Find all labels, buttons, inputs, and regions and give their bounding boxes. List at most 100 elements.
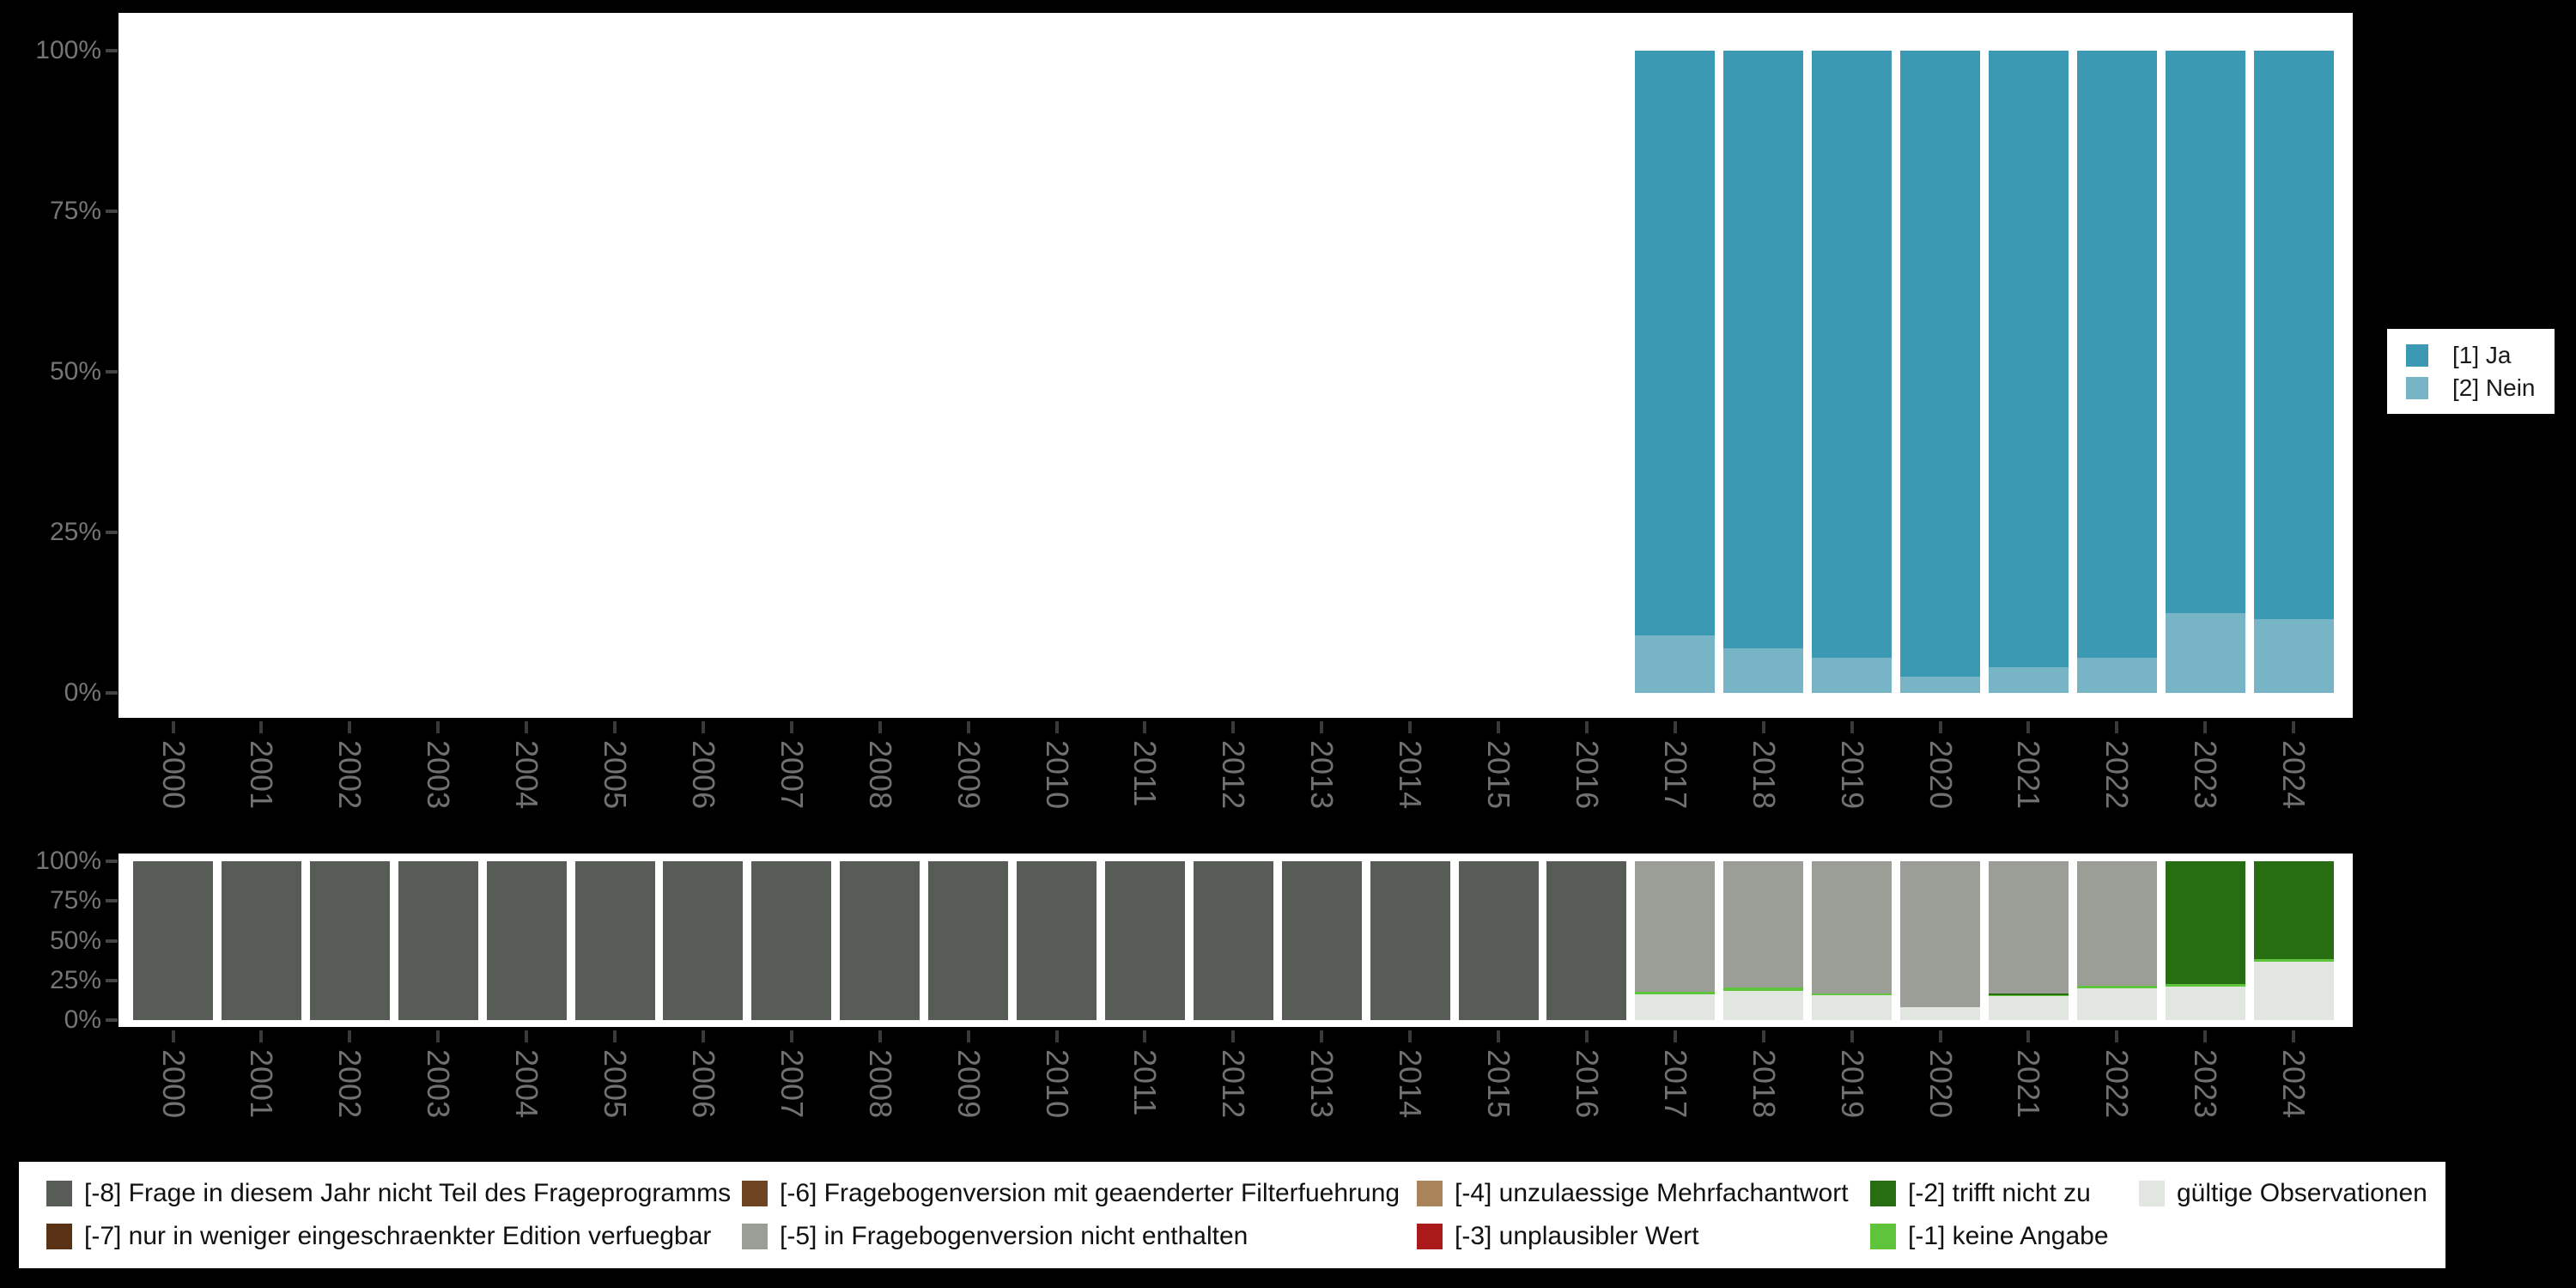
- missings-bar-segment: [1723, 861, 1804, 988]
- missings-x-axis-year-label: 2023: [2188, 1049, 2224, 1119]
- status-x-axis-tick: [1143, 721, 1147, 733]
- missings-bar-segment: [2253, 958, 2334, 962]
- status-x-axis-year-label: 2024: [2276, 740, 2312, 810]
- status-x-axis-year-label: 2020: [1923, 740, 1959, 810]
- missings-x-axis-year-label: 2010: [1039, 1049, 1075, 1119]
- missings-bar-segment: [1193, 861, 1273, 1020]
- missings-x-axis-year-label: 2020: [1923, 1049, 1959, 1119]
- missings-x-axis-year-label: 2006: [685, 1049, 721, 1119]
- status-bar-segment: [2076, 51, 2157, 658]
- status-bar-segment: [1723, 647, 1804, 693]
- status-chart-plot-area: [118, 13, 2353, 718]
- missings-x-axis-tick: [1673, 1030, 1677, 1042]
- missings-x-axis-year-label: 2008: [862, 1049, 898, 1119]
- missings-y-axis-tick-label: 75%: [49, 886, 101, 915]
- status-bar-segment: [2165, 612, 2245, 693]
- missings-bar-segment: [221, 861, 301, 1020]
- missings-x-axis-year-label: 2000: [155, 1049, 191, 1119]
- missings-x-axis-tick: [878, 1030, 882, 1042]
- status-x-axis-tick: [1673, 721, 1677, 733]
- missings-bar-segment: [1988, 994, 2069, 997]
- missings-x-axis-year-label: 2012: [1216, 1049, 1252, 1119]
- missings-bar-segment: [309, 861, 390, 1020]
- status-x-axis-year-label: 2017: [1657, 740, 1693, 810]
- missings-bar-segment: [928, 861, 1009, 1020]
- missings-bar-segment: [1458, 861, 1539, 1020]
- legend-swatch: [742, 1181, 768, 1206]
- missings-x-axis-year-label: 2009: [951, 1049, 987, 1119]
- missings-bar-segment: [1900, 1007, 1980, 1020]
- legend-label: [-1] keine Angabe: [1908, 1222, 2109, 1250]
- status-y-axis-tick-label: 50%: [49, 357, 101, 386]
- missings-bar-segment: [2165, 861, 2245, 985]
- missings-y-axis-tick-label: 25%: [49, 965, 101, 994]
- missings-x-axis-year-label: 2007: [774, 1049, 810, 1119]
- status-bar-segment: [1723, 51, 1804, 648]
- status-x-axis-tick: [2203, 721, 2208, 733]
- missings-x-axis-tick: [2292, 1030, 2296, 1042]
- status-bar-segment: [1812, 51, 1893, 658]
- missings-x-axis-year-label: 2015: [1481, 1049, 1516, 1119]
- missings-x-axis-tick: [1761, 1030, 1765, 1042]
- status-x-axis-tick: [259, 721, 264, 733]
- status-x-axis-year-label: 2001: [244, 740, 280, 810]
- missings-x-axis-tick: [2115, 1030, 2119, 1042]
- missings-bar-segment: [2165, 987, 2245, 1020]
- missings-x-axis-year-label: 2002: [332, 1049, 368, 1119]
- legend-swatch: [742, 1224, 768, 1249]
- missings-x-axis-tick: [2203, 1030, 2208, 1042]
- missings-bar-segment: [2076, 861, 2157, 987]
- status-x-axis-year-label: 2018: [1746, 740, 1782, 810]
- status-x-axis-year-label: 2022: [2099, 740, 2136, 810]
- missings-x-axis-tick: [789, 1030, 793, 1042]
- status-x-axis-year-label: 2009: [951, 740, 987, 810]
- missings-x-axis-year-label: 2022: [2099, 1049, 2136, 1119]
- status-y-axis-tick: [106, 49, 118, 52]
- missings-x-axis-year-label: 2024: [2276, 1049, 2312, 1119]
- status-x-axis-year-label: 2010: [1039, 740, 1075, 810]
- missings-bar-segment: [1812, 995, 1893, 1020]
- status-x-axis-year-label: 2015: [1481, 740, 1516, 810]
- status-x-axis-tick: [1584, 721, 1589, 733]
- missings-x-axis-tick: [1320, 1030, 1324, 1042]
- status-bar-segment: [2253, 51, 2334, 619]
- status-bar-segment: [1635, 51, 1716, 635]
- missings-bar-segment: [2076, 986, 2157, 988]
- missings-bar-segment: [1635, 861, 1716, 992]
- status-x-axis-year-label: 2016: [1569, 740, 1605, 810]
- status-x-axis-tick: [2026, 721, 2031, 733]
- missings-bar-segment: [486, 861, 567, 1020]
- status-bar-segment: [1900, 51, 1980, 677]
- legend-swatch: [2406, 376, 2428, 399]
- missings-x-axis-tick: [525, 1030, 529, 1042]
- status-x-axis-tick: [701, 721, 705, 733]
- missings-x-axis-tick: [171, 1030, 175, 1042]
- missings-x-axis-tick: [1143, 1030, 1147, 1042]
- missings-bar-segment: [2076, 988, 2157, 1020]
- status-x-axis-year-label: 2002: [332, 740, 368, 810]
- status-y-axis-tick-label: 25%: [49, 518, 101, 546]
- status-x-axis-year-label: 2007: [774, 740, 810, 810]
- missings-x-axis-tick: [436, 1030, 440, 1042]
- missings-bar-segment: [1370, 861, 1450, 1020]
- status-x-axis-year-label: 2012: [1216, 740, 1252, 810]
- legend-label: [-7] nur in weniger eingeschraenkter Edi…: [84, 1222, 712, 1250]
- missings-x-axis-tick: [1231, 1030, 1236, 1042]
- missings-bar-segment: [1635, 994, 1716, 1020]
- missings-bar-segment: [574, 861, 655, 1020]
- missings-x-axis-year-label: 2004: [509, 1049, 545, 1119]
- status-x-axis-tick: [525, 721, 529, 733]
- status-x-axis-year-label: 2011: [1127, 740, 1163, 807]
- missings-bar-segment: [1546, 861, 1627, 1020]
- missings-bar-segment: [2253, 861, 2334, 959]
- status-y-axis-tick-label: 100%: [35, 36, 101, 64]
- missings-x-axis-tick: [1584, 1030, 1589, 1042]
- status-x-axis-tick: [2292, 721, 2296, 733]
- missings-bar-segment: [1723, 987, 1804, 991]
- status-x-axis-year-label: 2000: [155, 740, 191, 810]
- status-x-axis-year-label: 2014: [1393, 740, 1429, 810]
- status-bar-segment: [1900, 677, 1980, 693]
- status-x-axis-tick: [436, 721, 440, 733]
- legend-swatch: [2406, 343, 2428, 367]
- missings-x-axis-year-label: 2001: [244, 1049, 280, 1119]
